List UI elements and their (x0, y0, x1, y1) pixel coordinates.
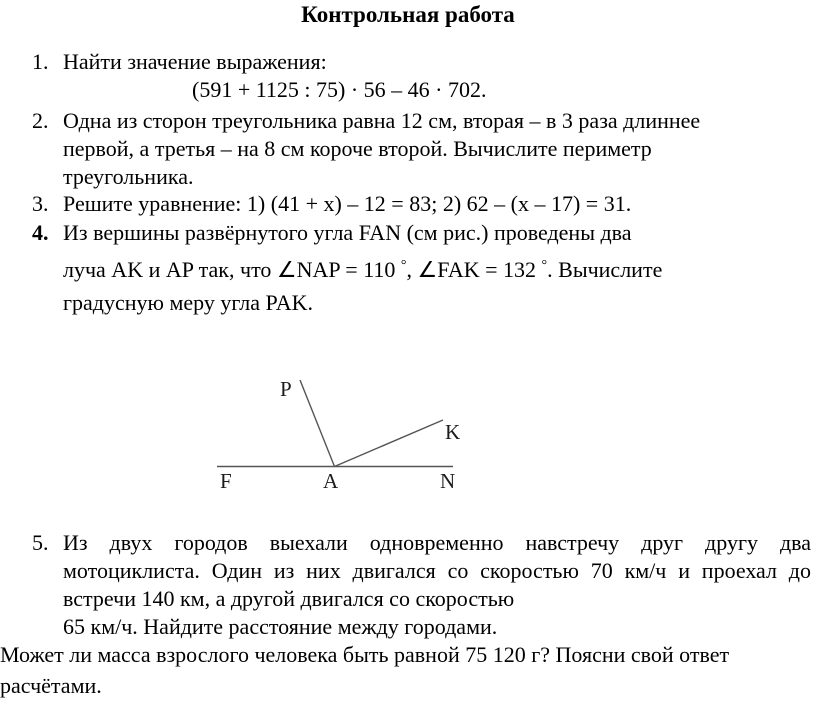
problem-4-line-1: Из вершины развёрнутого угла FAN (см рис… (63, 220, 632, 245)
problem-1: 1. Найти значение выражения: (591 + 1125… (32, 48, 811, 104)
ray-AK (334, 419, 444, 468)
figure-label-N: N (440, 469, 455, 493)
problem-5-line-1: Из двух городов выехали одновременно нав… (63, 530, 811, 555)
problem-4-line-2: луча AK и AP так, что ∠NAP = 110 °, ∠FAK… (63, 249, 811, 286)
problem-2-body: Одна из сторон треугольника равна 12 см,… (63, 107, 811, 191)
page-title: Контрольная работа (301, 2, 515, 27)
problem-4: 4. Из вершины развёрнутого угла FAN (см … (32, 216, 811, 319)
problem-4-number: 4. (32, 220, 49, 245)
figure-label-F: F (220, 469, 232, 493)
problem-4-line-2-text-c: . Вычислите (547, 257, 663, 282)
degree-symbol: ° (400, 258, 407, 273)
problem-1-body: Найти значение выражения: (591 + 1125 : … (63, 48, 811, 104)
problem-4-line-2-text-b: , ∠FAK = 132 (406, 257, 542, 282)
degree-symbol: ° (541, 258, 548, 273)
problem-3-number: 3. (32, 191, 49, 216)
problem-3: 3. Решите уравнение: 1) (41 + х) – 12 = … (32, 190, 811, 218)
problem-2-line-1: Одна из сторон треугольника равна 12 см,… (63, 108, 701, 133)
problem-4-body: Из вершины развёрнутого угла FAN (см рис… (63, 216, 811, 319)
problem-4-line-3: градусную меру угла PAK. (63, 290, 313, 315)
footer-question: Может ли масса взрослого человека быть р… (0, 639, 816, 701)
footer-line-1: Может ли масса взрослого человека быть р… (0, 642, 730, 667)
figure-label-A: A (323, 469, 339, 493)
problem-3-body: Решите уравнение: 1) (41 + х) – 12 = 83;… (63, 190, 811, 218)
problem-5-line-2: мотоциклиста. Один из них двигался со ск… (63, 558, 811, 583)
angle-figure: P K F A N (217, 377, 460, 493)
problem-1-expression: (591 + 1125 : 75) · 56 – 46 · 702. (192, 77, 487, 102)
problem-5-line-4: 65 км/ч. Найдите расстояние между города… (63, 614, 498, 639)
problem-2-line-3: треугольника. (63, 164, 194, 189)
problem-1-number: 1. (32, 49, 49, 74)
problem-1-text: Найти значение выражения: (63, 49, 327, 74)
problem-2: 2. Одна из сторон треугольника равна 12 … (32, 107, 811, 191)
problem-4-line-2-text-a: луча AK и AP так, что ∠NAP = 110 (63, 257, 401, 282)
footer-line-2: расчётами. (0, 673, 102, 698)
problem-5-number: 5. (32, 530, 49, 555)
ray-AP (299, 379, 336, 467)
problem-2-number: 2. (32, 108, 49, 133)
problem-5-body: Из двух городов выехали одновременно нав… (63, 529, 811, 641)
figure-label-K: K (445, 420, 460, 444)
figure-label-P: P (280, 377, 292, 401)
problem-5: 5. Из двух городов выехали одновременно … (32, 529, 811, 641)
problem-3-text: Решите уравнение: 1) (41 + х) – 12 = 83;… (63, 191, 632, 216)
problem-2-line-2: первой, а третья – на 8 см короче второй… (63, 136, 652, 161)
problem-5-line-3: встречи 140 км, а другой двигался со ско… (63, 586, 515, 611)
